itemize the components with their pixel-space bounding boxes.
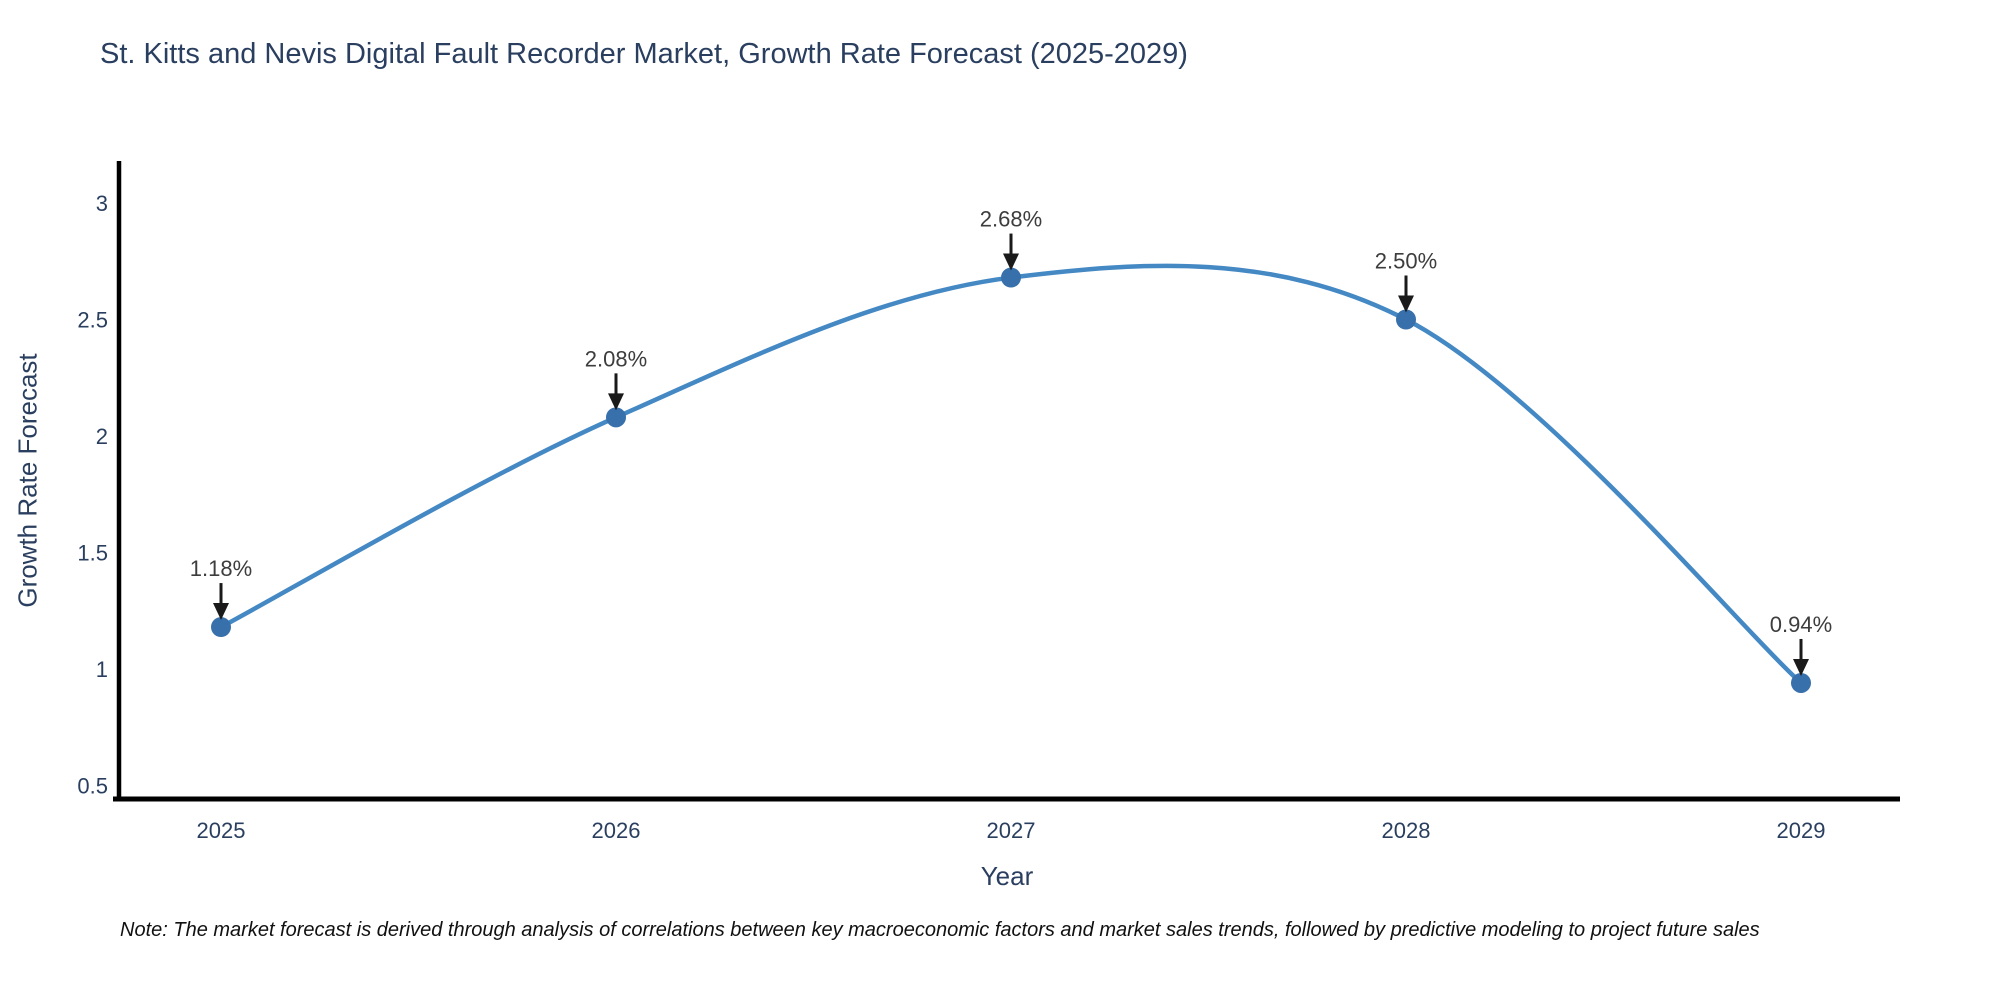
footnote: Note: The market forecast is derived thr… — [120, 919, 1760, 941]
y-axis-tick-labels: 3 2.5 2 1.5 1 0.5 — [77, 191, 108, 799]
y-tick-label: 1.5 — [77, 541, 108, 566]
series-line — [218, 263, 1804, 686]
x-tick-label: 2025 — [197, 818, 246, 843]
annotation-arrowhead-icon — [213, 603, 229, 621]
point-annotation: 0.94% — [1770, 612, 1832, 676]
point-annotation-label: 2.08% — [585, 346, 647, 371]
x-axis-tick-labels: 2025 2026 2027 2028 2029 — [197, 818, 1826, 843]
data-point-marker — [1001, 267, 1021, 288]
series-growth-rate — [211, 263, 1811, 693]
annotation-arrowhead-icon — [608, 393, 624, 411]
point-annotation: 2.50% — [1375, 249, 1437, 313]
x-tick-label: 2028 — [1382, 818, 1431, 843]
y-tick-label: 1 — [96, 657, 108, 682]
annotation-arrowhead-icon — [1003, 253, 1019, 271]
point-annotation-label: 2.68% — [980, 207, 1042, 232]
point-annotation: 2.68% — [980, 207, 1042, 271]
data-point-annotations: 1.18% 2.08% 2.68% 2.50% 0.94% — [190, 207, 1832, 676]
point-annotation-label: 2.50% — [1375, 249, 1437, 274]
y-tick-label: 3 — [96, 191, 108, 216]
data-point-marker — [1791, 672, 1811, 693]
point-annotation: 1.18% — [190, 556, 252, 621]
point-annotation-label: 0.94% — [1770, 612, 1832, 637]
chart-title: St. Kitts and Nevis Digital Fault Record… — [100, 38, 1188, 70]
point-annotation: 2.08% — [585, 346, 647, 411]
x-tick-label: 2026 — [592, 818, 641, 843]
data-point-marker — [606, 407, 626, 428]
x-tick-label: 2027 — [987, 818, 1036, 843]
y-tick-label: 0.5 — [77, 774, 108, 799]
point-annotation-label: 1.18% — [190, 556, 252, 581]
x-axis-title: Year — [980, 861, 1034, 891]
y-tick-label: 2 — [96, 424, 108, 449]
x-tick-label: 2029 — [1777, 818, 1826, 843]
y-tick-label: 2.5 — [77, 308, 108, 333]
data-point-marker — [211, 617, 231, 638]
data-point-marker — [1396, 309, 1416, 330]
annotation-arrowhead-icon — [1793, 658, 1809, 676]
annotation-arrowhead-icon — [1398, 295, 1414, 313]
